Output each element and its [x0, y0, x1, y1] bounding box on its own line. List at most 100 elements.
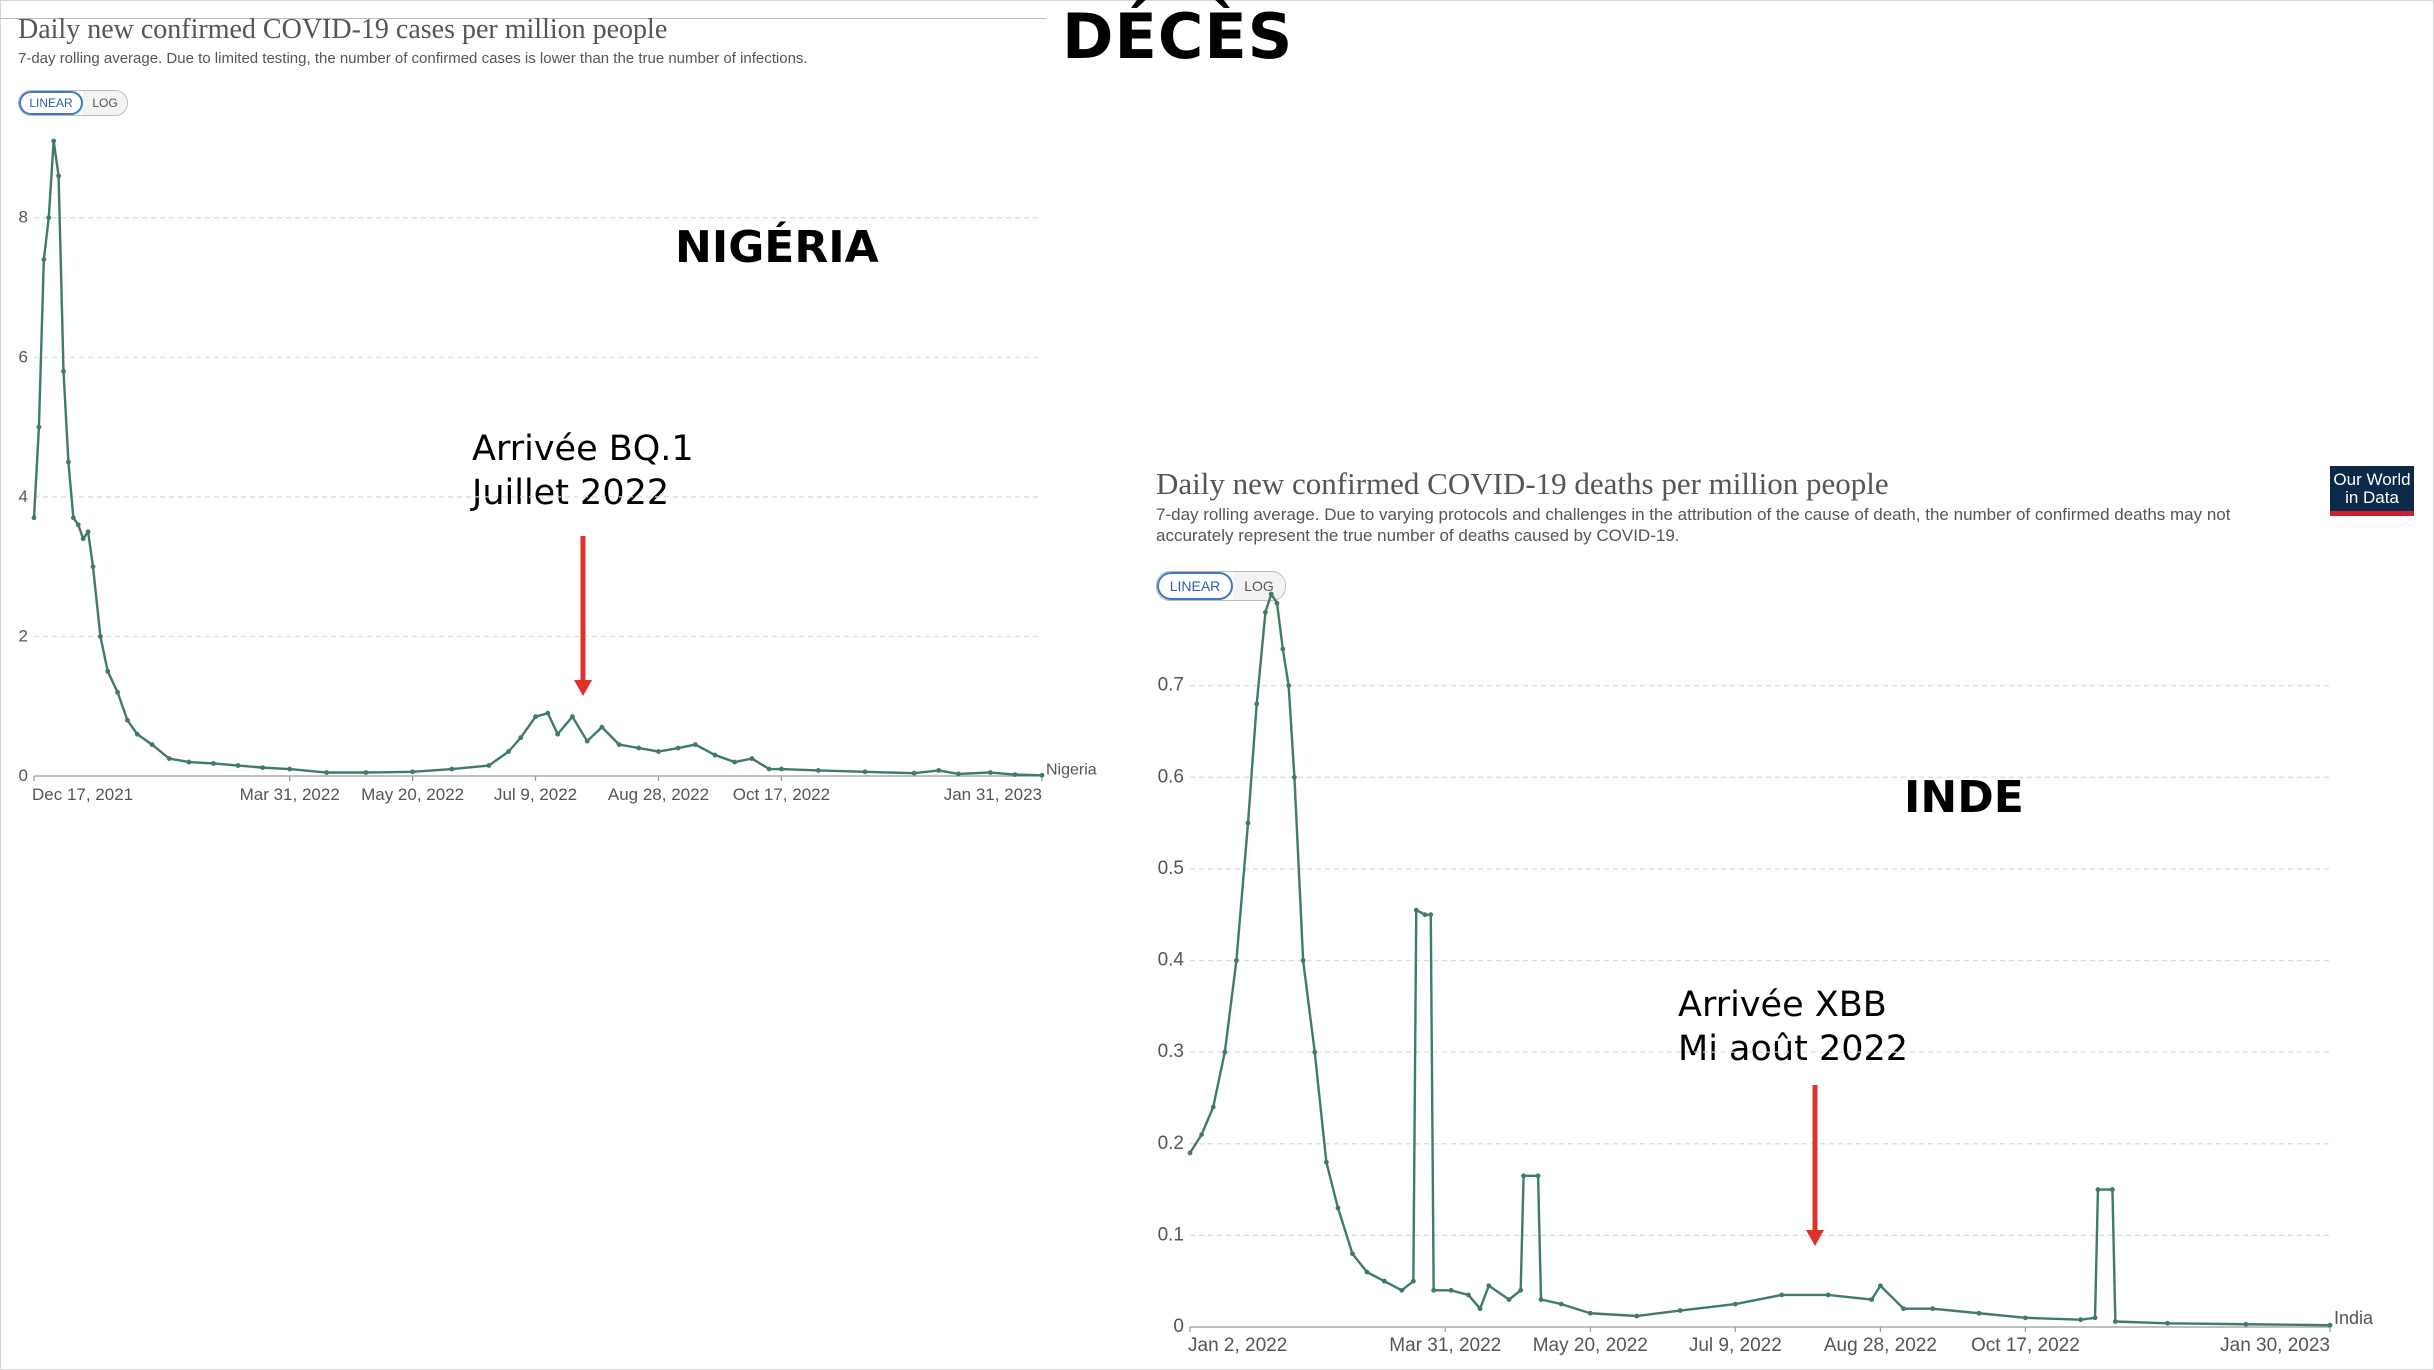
chart2-data-point — [1263, 609, 1268, 615]
chart2-x-tick-label: Oct 17, 2022 — [1971, 1335, 2080, 1356]
chart2-y-tick-label: 0.7 — [1158, 675, 1184, 696]
chart1-log-button[interactable]: LOG — [83, 91, 127, 115]
chart1-data-point — [410, 769, 416, 775]
chart2-annotation-line1: Arrivée XBB — [1678, 985, 1887, 1025]
chart1-x-tick-label: Aug 28, 2022 — [608, 785, 709, 804]
chart2-y-tick-label: 0.1 — [1158, 1224, 1184, 1245]
owid-logo: Our World in Data — [2330, 466, 2414, 516]
chart2-scale-toggle: LINEAR LOG — [1156, 571, 1286, 601]
chart1-y-tick-label: 8 — [19, 208, 28, 227]
chart1-data-point — [778, 766, 784, 772]
chart2-data-point — [1268, 591, 1274, 597]
chart2-data-point — [2110, 1187, 2115, 1192]
chart1-data-point — [70, 515, 76, 521]
chart1-y-tick-label: 0 — [19, 766, 28, 785]
chart2-data-point — [1245, 820, 1251, 826]
chart1-x-tick-label: Jan 31, 2023 — [944, 785, 1042, 804]
chart2-y-tick-label: 0.2 — [1158, 1133, 1184, 1154]
chart1-data-point — [186, 759, 192, 765]
chart1-data-point — [815, 768, 821, 773]
chart2-data-point — [1521, 1173, 1526, 1179]
chart1-data-point — [105, 668, 111, 674]
chart1-data-point — [555, 731, 561, 737]
chart1-x-tick-label: Dec 17, 2021 — [32, 785, 133, 804]
chart2-x-tick-label: Jan 2, 2022 — [1188, 1335, 1287, 1356]
chart1-annotation-arrowhead — [574, 680, 592, 696]
chart2-country-label: INDE — [1904, 772, 2024, 823]
chart2-data-point — [1199, 1132, 1205, 1137]
chart2-data-point — [2095, 1187, 2101, 1192]
chart1-data-point — [125, 717, 130, 723]
chart1-y-tick-label: 2 — [19, 626, 28, 645]
chart2-data-point — [1381, 1278, 1387, 1284]
chart1-series-line — [32, 139, 1043, 777]
chart1-data-point — [134, 731, 140, 737]
chart2-data-point — [1280, 646, 1286, 652]
chart2-y-tick-label: 0.4 — [1158, 950, 1185, 971]
chart2-data-point — [1335, 1205, 1341, 1211]
chart2-data-point — [1292, 774, 1297, 780]
chart2-data-point — [1448, 1287, 1454, 1293]
chart1-data-point — [570, 714, 575, 720]
chart1-x-tick-label: Oct 17, 2022 — [733, 785, 830, 804]
chart1-data-point — [656, 749, 661, 754]
chart2-linear-button[interactable]: LINEAR — [1157, 572, 1233, 600]
chart1-linear-button[interactable]: LINEAR — [19, 91, 83, 115]
chart1-data-point — [936, 768, 942, 773]
chart2-data-point — [1234, 958, 1239, 963]
chart1-data-point — [692, 742, 698, 747]
chart1-subtitle: 7-day rolling average. Due to limited te… — [18, 50, 808, 67]
chart1-data-point — [46, 215, 52, 221]
chart1-data-point — [636, 745, 642, 751]
chart1-data-point — [1039, 772, 1045, 778]
chart2-data-point — [1486, 1283, 1492, 1289]
chart1-data-point — [36, 424, 42, 430]
chart2-data-point — [2243, 1321, 2249, 1327]
chart2-data-point — [1877, 1283, 1883, 1289]
chart1-data-point — [911, 770, 917, 776]
chart1-data-point — [987, 770, 993, 775]
chart2-data-point — [1930, 1306, 1935, 1312]
chart2-data-point — [1732, 1301, 1738, 1307]
chart2-data-point — [1431, 1287, 1437, 1293]
chart1-data-point — [486, 763, 492, 768]
chart2-data-point — [1466, 1292, 1471, 1298]
chart1-data-point — [616, 742, 622, 747]
chart2-y-tick-label: 0 — [1173, 1316, 1184, 1337]
chart2-data-point — [1222, 1049, 1228, 1055]
chart2-y-tick-label: 0.5 — [1158, 858, 1184, 879]
chart2-title: Daily new confirmed COVID-19 deaths per … — [1156, 466, 1889, 501]
chart1-data-point — [324, 770, 329, 775]
chart1-data-point — [506, 749, 511, 754]
chart1-data-point — [712, 752, 718, 758]
chart2-data-point — [1976, 1310, 1982, 1316]
chart2-data-point — [1538, 1297, 1544, 1302]
chart1-x-tick-label: May 20, 2022 — [361, 785, 464, 804]
chart1-data-point — [235, 763, 241, 768]
chart2-data-point — [2112, 1319, 2118, 1324]
chart2-log-button[interactable]: LOG — [1233, 572, 1285, 600]
chart1-data-point — [363, 770, 369, 775]
chart2-data-point — [1312, 1049, 1318, 1055]
chart2-y-tick-label: 0.6 — [1158, 766, 1184, 787]
chart1-data-point — [584, 738, 590, 744]
chart2-subtitle-line2: accurately represent the true number of … — [1156, 526, 1680, 545]
chart1-series-end-label: Nigeria — [1046, 761, 1097, 778]
chart2-subtitle: 7-day rolling average. Due to varying pr… — [1156, 504, 2230, 546]
chart2-data-point — [1399, 1287, 1405, 1293]
top-divider — [0, 18, 1046, 19]
chart1-data-point — [956, 771, 961, 777]
chart2-data-point — [1587, 1310, 1593, 1316]
chart2-data-point — [1869, 1297, 1875, 1302]
chart1-data-point — [90, 564, 96, 570]
chart2-data-point — [1274, 600, 1280, 606]
chart1-data-point — [749, 756, 755, 761]
chart2-data-point — [1558, 1301, 1564, 1307]
chart1-data-point — [211, 761, 216, 766]
chart1-x-tick-label: Mar 31, 2022 — [240, 785, 340, 804]
chart2-data-point — [2092, 1315, 2098, 1321]
chart1-data-point — [51, 138, 57, 144]
chart1-title: Daily new confirmed COVID-19 cases per m… — [18, 14, 668, 45]
chart2-data-point — [1323, 1159, 1329, 1165]
